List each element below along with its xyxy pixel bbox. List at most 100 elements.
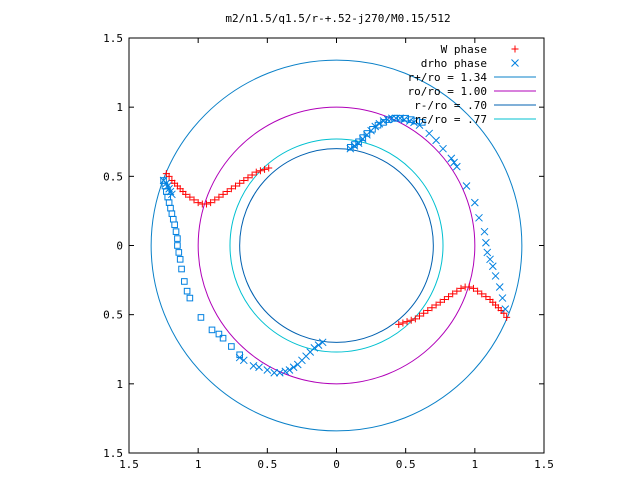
legend-marker xyxy=(511,45,519,53)
data-point xyxy=(207,199,215,207)
data-point xyxy=(428,304,436,312)
data-point xyxy=(375,119,384,128)
data-point xyxy=(314,341,323,349)
data-point xyxy=(478,290,486,298)
data-point xyxy=(255,363,263,372)
data-point xyxy=(432,301,440,309)
legend-label: ro/ro = 1.00 xyxy=(408,85,487,98)
axis-ticks: 1.5 1 0.5 0 0.5 1 1.51.510.500.511.5 xyxy=(103,32,554,471)
data-point xyxy=(219,190,227,198)
data-point xyxy=(227,185,235,193)
legend-label: r+/ro = 1.34 xyxy=(408,71,488,84)
data-point xyxy=(236,179,244,187)
y-tick-label: 0.5 xyxy=(103,309,123,322)
legend-label: drho phase xyxy=(421,57,487,70)
data-point xyxy=(363,130,371,137)
x-tick-label: 1 xyxy=(195,458,202,471)
data-point xyxy=(420,309,428,317)
data-point xyxy=(219,334,227,342)
data-point xyxy=(194,199,202,207)
data-point xyxy=(405,117,414,125)
data-point xyxy=(228,343,235,350)
data-point xyxy=(439,144,447,153)
data-point xyxy=(240,176,248,184)
data-point xyxy=(165,172,173,180)
y-tick-label: 1 xyxy=(116,378,123,391)
data-point xyxy=(480,227,489,236)
data-point xyxy=(359,134,367,141)
data-point xyxy=(249,361,258,370)
data-point xyxy=(418,119,426,126)
data-point xyxy=(211,196,219,204)
reference-circle xyxy=(229,138,444,353)
data-point xyxy=(174,242,181,249)
data-point xyxy=(175,249,183,256)
reference-circle xyxy=(150,59,523,432)
data-point xyxy=(165,199,173,206)
data-point xyxy=(293,360,302,369)
data-point xyxy=(197,314,205,321)
data-point xyxy=(190,196,198,204)
y-tick-label: 1.5 xyxy=(103,32,123,45)
data-point xyxy=(275,368,284,377)
data-point xyxy=(457,284,465,292)
data-point xyxy=(182,190,190,198)
data-point xyxy=(501,305,510,313)
data-point xyxy=(411,315,419,323)
y-tick-label: 0.5 xyxy=(103,170,123,183)
data-point xyxy=(475,213,483,222)
data-point xyxy=(474,287,482,295)
data-point xyxy=(172,228,180,235)
legend-marker xyxy=(511,59,519,67)
data-point xyxy=(186,294,194,302)
data-point xyxy=(488,262,497,271)
data-point xyxy=(202,200,210,208)
data-point xyxy=(436,298,444,306)
data-point xyxy=(495,283,504,291)
data-point xyxy=(461,283,469,291)
data-point xyxy=(498,294,507,302)
x-tick-label: 1.5 xyxy=(119,458,139,471)
data-point xyxy=(462,182,471,190)
data-point xyxy=(181,278,188,285)
data-point xyxy=(486,295,494,303)
data-point xyxy=(450,158,458,167)
data-point xyxy=(215,330,223,338)
data-point xyxy=(248,171,256,179)
legend-label: rc/ro = .77 xyxy=(414,113,487,126)
data-point xyxy=(483,248,492,257)
data-point xyxy=(270,368,279,377)
data-point xyxy=(424,307,432,315)
data-point xyxy=(208,326,216,334)
reference-circles xyxy=(150,59,523,432)
data-point xyxy=(482,238,490,247)
y-tick-label: 1.5 xyxy=(103,447,123,460)
data-point xyxy=(403,318,411,326)
data-point xyxy=(318,338,327,347)
data-point xyxy=(407,316,415,324)
data-point xyxy=(169,215,177,223)
data-point xyxy=(168,210,176,217)
reference-circle xyxy=(197,106,476,385)
data-point xyxy=(263,366,272,374)
data-point xyxy=(452,162,461,171)
data-point xyxy=(399,319,407,327)
data-point xyxy=(440,295,448,303)
data-point xyxy=(167,204,174,212)
x-tick-label: 0.5 xyxy=(257,458,277,471)
data-point xyxy=(186,193,194,201)
legend-label: r-/ro = .70 xyxy=(414,99,487,112)
data-point xyxy=(470,198,479,207)
data-point xyxy=(486,255,494,264)
y-tick-label: 0 xyxy=(116,240,123,253)
y-tick-label: 1 xyxy=(116,101,123,114)
data-point xyxy=(261,165,269,173)
data-point xyxy=(256,167,264,175)
data-point xyxy=(178,265,185,273)
data-point xyxy=(236,351,243,359)
data-point xyxy=(265,164,273,172)
data-point xyxy=(232,182,240,190)
data-point xyxy=(183,287,191,295)
